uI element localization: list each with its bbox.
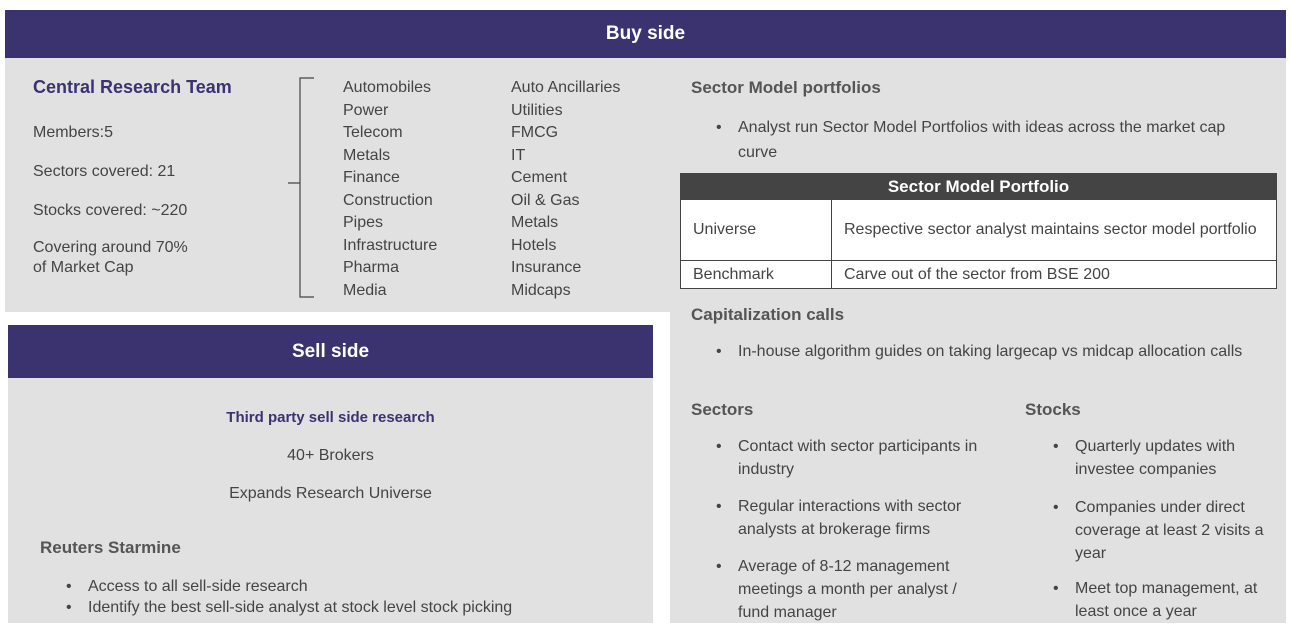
bullet: Average of 8-12 management meetings a mo… xyxy=(716,555,978,624)
sectors-title: Sectors xyxy=(691,400,754,419)
cell: Benchmark xyxy=(680,260,832,289)
bracket xyxy=(288,77,314,298)
sector-item: Auto Ancillaries xyxy=(511,79,621,96)
sector-item: IT xyxy=(511,146,526,164)
sector-item: Automobiles xyxy=(343,79,432,96)
bullet: Analyst run Sector Model Portfolios with… xyxy=(716,115,1268,165)
bullet: Companies under direct coverage at least… xyxy=(1053,496,1267,565)
sectors-covered: Sectors covered: 21 xyxy=(33,163,176,180)
bullet: Contact with sector participants in indu… xyxy=(716,435,978,481)
cell: Respective sector analyst maintains sect… xyxy=(831,199,1277,261)
cell: Carve out of the sector from BSE 200 xyxy=(831,260,1277,289)
sector-item: Pipes xyxy=(343,214,384,231)
buy-side-header: Buy side xyxy=(5,10,1286,58)
stocks-title: Stocks xyxy=(1025,400,1081,419)
sector-model-title: Sector Model portfolios xyxy=(691,78,881,97)
cell: Universe xyxy=(680,199,832,261)
sector-item: Finance xyxy=(343,169,400,186)
central-panel xyxy=(5,58,670,312)
sector-item: Oil & Gas xyxy=(511,191,580,209)
bullet: Identify the best sell-side analyst at s… xyxy=(66,597,512,618)
bullet: Quarterly updates with investee companie… xyxy=(1053,435,1267,481)
sector-item: Utilities xyxy=(511,101,563,119)
stocks-covered: Stocks covered: ~220 xyxy=(33,202,188,219)
sector-item: Telecom xyxy=(343,124,403,141)
portfolio-table: Sector Model Portfolio Universe Respectiv… xyxy=(680,173,1277,289)
members: Members:5 xyxy=(33,124,114,141)
sector-item: Hotels xyxy=(511,236,557,254)
sector-item: Construction xyxy=(343,191,433,209)
table-title: Sector Model Portfolio xyxy=(680,173,1277,200)
sector-item: FMCG xyxy=(511,124,559,141)
sector-item: Media xyxy=(343,281,387,299)
sector-item: Pharma xyxy=(343,259,400,276)
team-title: Central Research Team xyxy=(33,77,232,97)
sector-item: Metals xyxy=(343,146,391,164)
sell-side-header: Sell side xyxy=(8,325,653,378)
sector-item: Insurance xyxy=(511,259,582,276)
bullet: Access to all sell-side research xyxy=(66,576,308,597)
third-party-title: Third party sell side research xyxy=(226,409,435,426)
coverage: Covering around 70% of Market Cap xyxy=(33,239,188,276)
sector-item: Infrastructure xyxy=(343,236,438,254)
cap-title: Capitalization calls xyxy=(691,305,845,324)
bullet: In-house algorithm guides on taking larg… xyxy=(716,339,1268,365)
bullet: Meet top management, at least once a yea… xyxy=(1053,577,1267,623)
starmine-title: Reuters Starmine xyxy=(40,538,181,557)
third-party-line: Expands Research Universe xyxy=(229,485,432,502)
bullet: Regular interactions with sector analyst… xyxy=(716,495,978,541)
sector-item: Cement xyxy=(511,169,568,186)
third-party-line: 40+ Brokers xyxy=(287,447,374,464)
sector-item: Power xyxy=(343,101,389,119)
sector-item: Midcaps xyxy=(511,281,571,299)
sector-item: Metals xyxy=(511,214,559,231)
